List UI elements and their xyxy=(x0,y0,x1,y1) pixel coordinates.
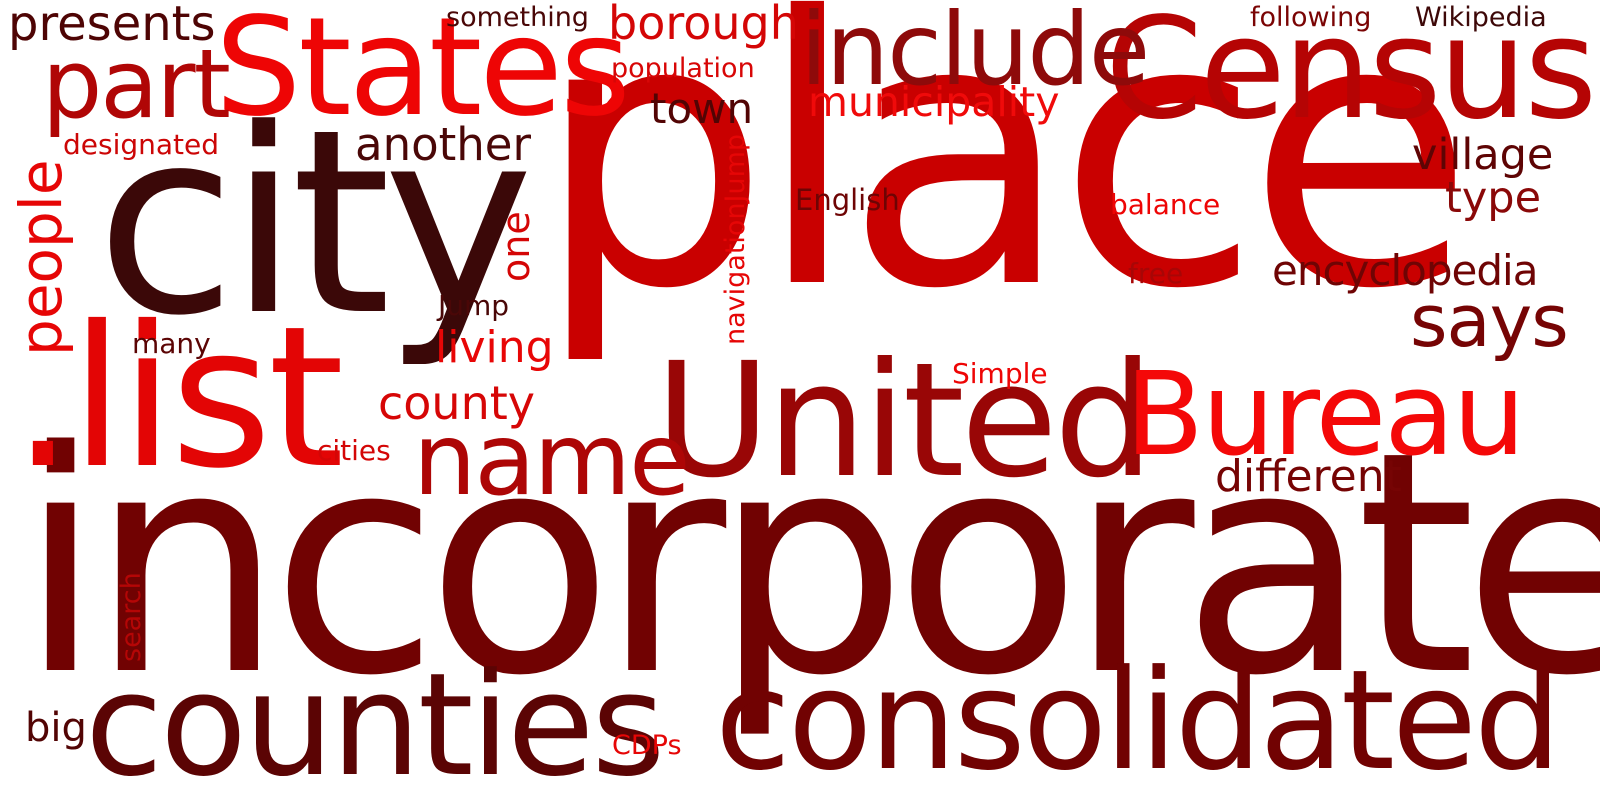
word-name: name xyxy=(413,401,691,518)
word-english: English xyxy=(795,183,900,217)
word-cdps: CDPs xyxy=(612,730,682,761)
word-encyclopedia: encyclopedia xyxy=(1272,246,1538,295)
word-jump: Jump xyxy=(438,289,510,322)
word-county: county xyxy=(378,376,536,430)
word-living: living xyxy=(435,322,554,373)
word-free: free xyxy=(1128,257,1184,290)
word-says: says xyxy=(1410,279,1569,363)
word-united: United xyxy=(655,329,1154,513)
word-incorporated: incorporated xyxy=(18,387,1600,743)
word-population: population xyxy=(611,53,755,84)
word-one: one xyxy=(494,211,538,282)
word-place: place xyxy=(535,0,1474,370)
word-list: .list xyxy=(12,284,344,511)
word-wikipedia: Wikipedia xyxy=(1415,2,1547,33)
word-different: different xyxy=(1215,451,1402,502)
word-navigationjump: navigationJump xyxy=(720,133,751,345)
word-type: type xyxy=(1445,173,1542,223)
word-following: following xyxy=(1250,2,1372,33)
word-town: town xyxy=(650,84,754,133)
word-borough: borough xyxy=(608,0,799,50)
word-municipality: municipality xyxy=(808,78,1060,126)
word-presents: presents xyxy=(8,0,216,52)
word-many: many xyxy=(132,327,211,360)
word-census: Census xyxy=(1105,0,1597,151)
word-part: part xyxy=(42,30,231,140)
word-consolidated: consolidated xyxy=(715,640,1562,800)
word-bureau: Bureau xyxy=(1125,348,1526,482)
word-cities: cities xyxy=(317,434,391,467)
word-include: include xyxy=(800,0,1150,108)
word-simple: Simple xyxy=(952,357,1048,390)
word-states: States xyxy=(215,0,631,147)
word-counties: counties xyxy=(85,643,665,800)
word-big: big xyxy=(25,705,87,751)
word-another: another xyxy=(355,118,531,171)
word-city: city xyxy=(96,75,534,372)
word-something: something xyxy=(446,2,589,33)
word-people: people xyxy=(7,159,75,356)
word-search: search xyxy=(116,572,147,662)
word-balance: balance xyxy=(1110,188,1221,221)
word-designated: designated xyxy=(63,128,220,161)
word-village: village xyxy=(1412,130,1554,180)
